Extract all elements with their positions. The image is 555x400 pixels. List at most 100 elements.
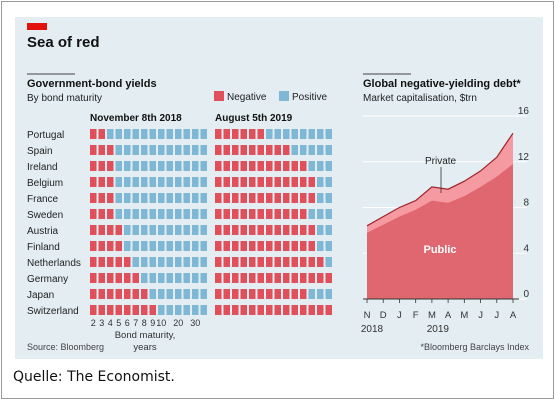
yield-cell [158,129,165,139]
yield-cell [107,305,114,315]
yield-cell [317,129,324,139]
yield-cell [132,305,139,315]
yield-cell [257,305,264,315]
yield-cell [192,161,199,171]
x-tick-label: M [460,310,468,321]
yield-cell [232,305,239,315]
x-tick-label: A [445,310,452,321]
yield-cell [291,161,298,171]
y-tick-label: 4 [523,243,529,254]
yield-cell [90,209,97,219]
yield-cell [257,225,264,235]
yield-cell [90,193,97,203]
heatmap-subtitle: By bond maturity [27,93,102,104]
yield-cell [183,145,190,155]
yield-cell [107,225,114,235]
yield-cell [291,193,298,203]
yield-cell [317,241,324,251]
yield-cell [317,305,324,315]
yield-cell [192,177,199,187]
yield-cell [291,225,298,235]
yield-cell [232,273,239,283]
legend-negative-swatch [214,91,224,101]
yield-cell [232,177,239,187]
yield-cell [98,145,105,155]
yield-cell [274,289,281,299]
country-label: Austria [27,226,59,237]
yield-cell [274,193,281,203]
yield-cell [232,289,239,299]
yield-cell [300,145,307,155]
yield-cell [266,193,273,203]
yield-cell [141,129,148,139]
yield-cell [200,257,207,267]
yield-cell [124,129,131,139]
yield-cell [266,305,273,315]
yield-cell [149,289,156,299]
yield-cell [90,257,97,267]
yield-cell [124,161,131,171]
yield-cell [317,289,324,299]
yield-cell [300,161,307,171]
yield-cell [317,257,324,267]
yield-cell [90,177,97,187]
yield-cell [274,257,281,267]
yield-cell [124,209,131,219]
yield-cell [175,161,182,171]
maturity-tick-label: 6 [125,318,130,328]
yield-cell [223,209,230,219]
country-label: Sweden [27,210,63,221]
yield-cell [283,289,290,299]
series-label-public: Public [423,244,456,256]
yield-cell [266,129,273,139]
yield-cell [200,289,207,299]
yield-cell [132,209,139,219]
yield-cell [98,193,105,203]
yield-cell [166,305,173,315]
yield-cell [141,225,148,235]
yield-cell [175,241,182,251]
yield-cell [215,209,222,219]
yield-cell [115,289,122,299]
yield-cell [291,209,298,219]
maturity-tick-label: 2 [91,318,96,328]
yield-cell [215,305,222,315]
yield-cell [124,289,131,299]
yield-cell [124,225,131,235]
yield-cell [249,209,256,219]
yield-cell [325,161,332,171]
yield-cell [107,273,114,283]
yield-cell [308,257,315,267]
yield-cell [274,225,281,235]
country-label: Switzerland [27,306,79,317]
yield-cell [183,225,190,235]
yield-cell [90,161,97,171]
yield-cell [166,289,173,299]
yield-cell [291,257,298,267]
chart-svg: Sea of red Government-bond yields By bon… [27,23,530,353]
yield-cell [249,289,256,299]
yield-cell [107,257,114,267]
yield-cell [232,145,239,155]
yield-cell [149,225,156,235]
yield-cell [249,129,256,139]
yield-cell [274,305,281,315]
yield-cell [232,257,239,267]
yield-cell [300,193,307,203]
legend-positive-swatch [279,91,289,101]
yield-cell [300,225,307,235]
yield-cell [325,209,332,219]
yield-cell [132,145,139,155]
yield-cell [215,241,222,251]
yield-cell [325,145,332,155]
yield-cell [308,193,315,203]
yield-cell [98,305,105,315]
yield-cell [107,129,114,139]
figure-caption: Quelle: The Economist. [13,369,175,385]
maturity-tick-label: 8 [142,318,147,328]
yield-cell [124,273,131,283]
yield-cell [325,257,332,267]
year-label-2018: 2018 [361,324,384,335]
yield-cell [183,209,190,219]
